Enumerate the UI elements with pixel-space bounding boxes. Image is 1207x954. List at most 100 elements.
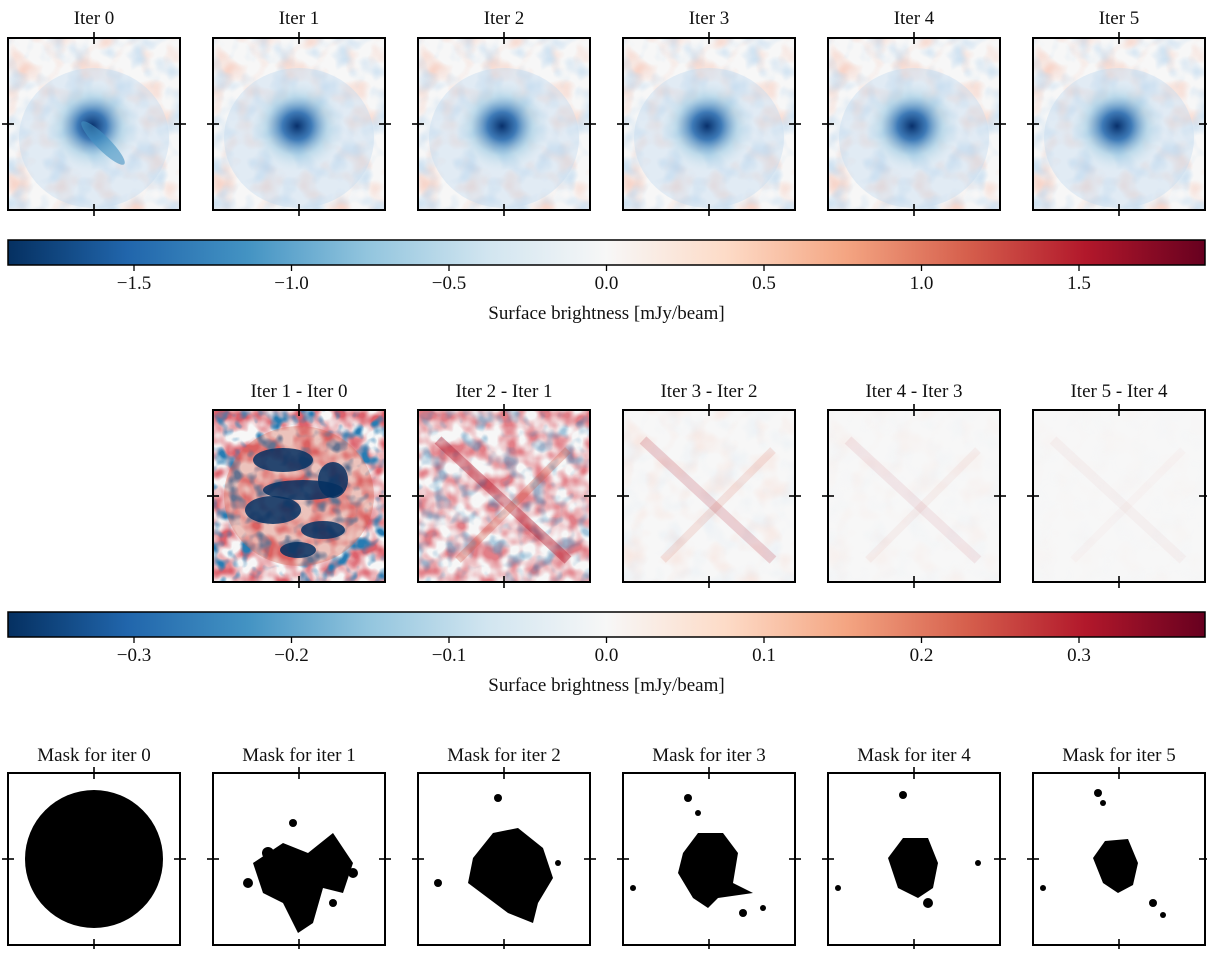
colorbar-label: Surface brightness [mJy/beam] <box>488 303 724 324</box>
panel <box>822 767 1006 951</box>
mask <box>1093 839 1138 893</box>
colorbar-tick-label: −1.5 <box>117 273 151 294</box>
colorbar-tick-label: 0.2 <box>910 645 934 666</box>
colorbar-tick-label: −0.3 <box>117 645 151 666</box>
mask-speck <box>262 847 274 859</box>
mask <box>678 833 753 908</box>
streak <box>434 436 572 564</box>
streak <box>844 436 982 564</box>
noise-blue <box>418 410 590 582</box>
image <box>418 410 590 582</box>
mask <box>888 838 938 898</box>
image <box>213 410 385 582</box>
mask-speck <box>555 860 561 866</box>
panel <box>2 767 186 951</box>
image <box>623 410 795 582</box>
colorbar-tick-label: −0.2 <box>274 645 308 666</box>
colorbar-tick-label: 1.5 <box>1067 273 1091 294</box>
panel <box>412 767 596 951</box>
core-blue <box>280 542 316 558</box>
core <box>864 80 960 172</box>
panel <box>2 32 186 216</box>
mask-speck <box>695 810 701 816</box>
colorbar-tick-label: 0.1 <box>752 645 776 666</box>
panel <box>822 404 1006 588</box>
colorbar-tick-label: 0.0 <box>595 273 619 294</box>
panel-title: Iter 3 - Iter 2 <box>660 381 757 402</box>
panel <box>1027 404 1207 588</box>
noise-blue <box>623 410 795 582</box>
panel <box>412 32 596 216</box>
panel <box>207 32 391 216</box>
core <box>1069 80 1165 172</box>
streak <box>865 447 981 563</box>
image <box>623 38 795 210</box>
colorbar-tick-label: 1.0 <box>910 273 934 294</box>
mask-speck <box>760 905 766 911</box>
panel-title: Mask for iter 4 <box>857 745 971 766</box>
mask-speck <box>494 794 502 802</box>
streak <box>660 447 776 563</box>
colorbar-tick-label: −1.0 <box>274 273 308 294</box>
panel-title: Iter 5 - Iter 4 <box>1070 381 1168 402</box>
image <box>213 773 385 945</box>
mask-speck <box>348 868 358 878</box>
colorbar-tick-label: 0.3 <box>1067 645 1091 666</box>
colorbar <box>7 611 1206 638</box>
mask-speck <box>329 899 337 907</box>
panel <box>1027 32 1207 216</box>
panel-title: Mask for iter 2 <box>447 745 560 766</box>
mask-speck <box>1040 885 1046 891</box>
mask <box>25 790 163 928</box>
mask-speck <box>975 860 981 866</box>
panel-title: Iter 2 <box>484 8 525 29</box>
panel-title: Iter 3 <box>689 8 730 29</box>
mask-speck <box>1100 800 1106 806</box>
mask-speck <box>923 898 933 908</box>
image <box>1033 773 1205 945</box>
mask <box>468 828 553 923</box>
core <box>454 80 550 172</box>
core-blue <box>245 496 301 524</box>
image <box>418 38 590 210</box>
image <box>8 773 180 945</box>
noise-blue <box>828 410 1000 582</box>
panel <box>617 32 801 216</box>
panel <box>822 32 1006 216</box>
mask-speck <box>289 819 297 827</box>
streak <box>81 121 125 165</box>
image <box>828 410 1000 582</box>
panel-title: Iter 2 - Iter 1 <box>455 381 552 402</box>
image <box>8 38 180 210</box>
colorbar <box>7 239 1206 266</box>
mask-speck <box>243 878 253 888</box>
colorbar-tick-label: −0.5 <box>432 273 466 294</box>
panel <box>207 404 391 588</box>
panel <box>207 767 391 951</box>
streak <box>455 447 571 563</box>
mask-speck <box>739 909 747 917</box>
colorbar-tick-label: 0.0 <box>595 645 619 666</box>
panel-title: Mask for iter 0 <box>37 745 150 766</box>
panel <box>1027 767 1207 951</box>
mask-speck <box>630 885 636 891</box>
noise-red <box>1033 410 1205 582</box>
panel-title: Mask for iter 3 <box>652 745 765 766</box>
mask-speck <box>835 885 841 891</box>
colorbar-tick-label: −0.1 <box>432 645 466 666</box>
panel-title: Iter 1 <box>279 8 320 29</box>
core <box>249 80 345 172</box>
image <box>623 773 795 945</box>
mask <box>253 833 353 933</box>
panel-title: Mask for iter 1 <box>242 745 355 766</box>
image <box>1033 38 1205 210</box>
panel <box>412 404 596 588</box>
colorbar-tick-label: 0.5 <box>752 273 776 294</box>
panel-title: Mask for iter 5 <box>1062 745 1175 766</box>
core <box>659 80 755 172</box>
panel-title: Iter 4 - Iter 3 <box>865 381 962 402</box>
colorbar-label: Surface brightness [mJy/beam] <box>488 675 724 696</box>
mask-speck <box>899 791 907 799</box>
image <box>418 773 590 945</box>
